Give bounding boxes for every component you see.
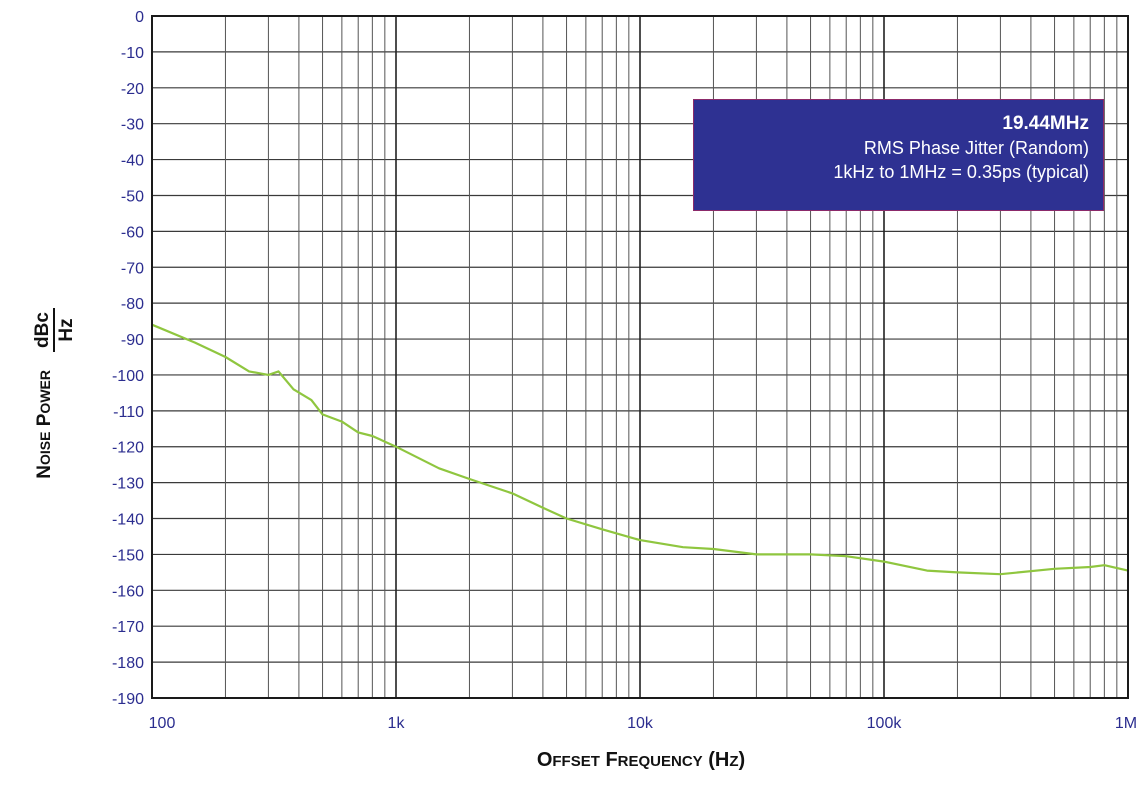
x-tick-label: 100 [149, 715, 176, 732]
y-tick-label: -50 [121, 188, 144, 205]
y-axis-unit-denominator: Hz [56, 318, 77, 341]
x-tick-label: 10k [627, 715, 654, 732]
y-tick-label: -130 [112, 476, 144, 493]
y-tick-label: -60 [121, 224, 144, 241]
y-tick-label: -120 [112, 440, 144, 457]
chart-grid [151, 15, 1128, 699]
y-axis-label: NOISE POWER [34, 370, 55, 479]
annotation-frequency: 19.44MHz [1002, 113, 1089, 134]
y-tick-label: 0 [135, 9, 144, 26]
y-tick-label: -20 [121, 81, 144, 98]
y-tick-label: -40 [121, 153, 144, 170]
x-axis-ticks: 100 1k 10k 100k 1M [149, 715, 1137, 732]
y-tick-label: -170 [112, 619, 144, 636]
plot-frame [151, 15, 1129, 699]
y-tick-label: -160 [112, 583, 144, 600]
y-tick-label: -190 [112, 691, 144, 708]
y-tick-label: -90 [121, 332, 144, 349]
series-layer [151, 323, 1129, 576]
y-axis-unit-numerator: dBc [32, 312, 53, 348]
x-tick-label: 1k [388, 715, 406, 732]
annotation-jitter-value: 1kHz to 1MHz = 0.35ps (typical) [833, 162, 1089, 182]
y-axis-ticks: 0 -10 -20 -30 -40 -50 -60 -70 -80 -90 -100 -110 -120… [112, 9, 144, 708]
annotation-jitter-type: RMS Phase Jitter (Random) [863, 138, 1089, 158]
y-axis-title: NOISE POWER dBc Hz [32, 308, 77, 479]
x-axis-label: OFFSET FREQUENCY (HZ) [537, 749, 745, 771]
jitter-annotation-box: 19.44MHz RMS Phase Jitter (Random) 1kHz … [693, 99, 1104, 211]
y-tick-label: -110 [113, 404, 144, 421]
y-tick-label: -140 [112, 512, 144, 529]
phase-noise-series-line [151, 323, 1129, 576]
y-tick-label: -10 [121, 45, 144, 62]
x-tick-label: 100k [867, 715, 903, 732]
y-tick-label: -80 [121, 296, 144, 313]
y-tick-label: -180 [112, 655, 144, 672]
y-tick-label: -70 [121, 260, 144, 277]
y-tick-label: -100 [112, 368, 144, 385]
x-tick-label: 1M [1115, 715, 1137, 732]
y-tick-label: -150 [112, 547, 144, 564]
y-tick-label: -30 [121, 117, 144, 134]
